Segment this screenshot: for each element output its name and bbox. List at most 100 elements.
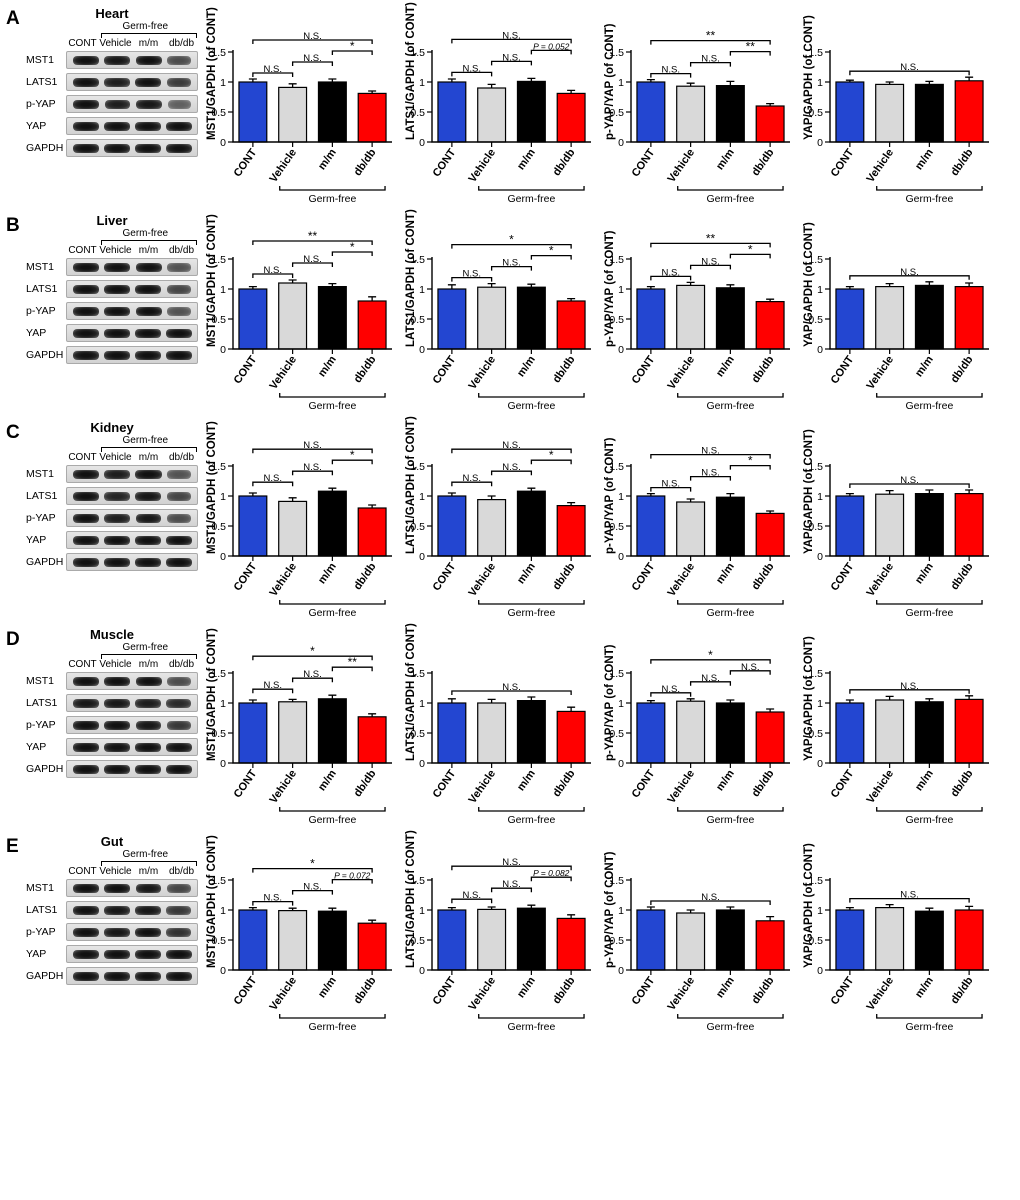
y-axis-label: p-YAP/YAP (of CONT) <box>604 437 616 554</box>
ytick-label: 1 <box>618 905 624 917</box>
y-axis-label: LATS1/GAPDH (of CONT) <box>405 623 417 761</box>
xtick-label: CONT <box>630 354 658 387</box>
blot-col: Vehicle <box>99 38 132 50</box>
sig-label: * <box>509 233 514 247</box>
band <box>166 122 192 131</box>
sig-label: N.S. <box>502 682 520 693</box>
bar <box>836 289 864 349</box>
xtick-label: m/m <box>316 354 339 380</box>
band <box>166 558 192 567</box>
band <box>136 307 162 316</box>
sig-label: ** <box>706 231 716 245</box>
ytick-label: 1 <box>817 905 823 917</box>
band <box>166 950 192 959</box>
xtick-label: db/db <box>750 561 777 593</box>
band <box>73 677 99 686</box>
blot-header: CONTVehiclem/mdb/db <box>26 659 198 671</box>
xtick-label: db/db <box>750 147 777 179</box>
ytick-label: 0 <box>220 344 226 356</box>
band <box>167 884 191 893</box>
xtick-label: CONT <box>829 975 857 1008</box>
y-axis-label: LATS1/GAPDH (of CONT) <box>405 209 417 347</box>
band <box>104 928 130 937</box>
bar <box>915 84 943 142</box>
ytick-label: 1 <box>220 491 226 503</box>
bar <box>279 501 307 556</box>
ytick-label: 1 <box>618 491 624 503</box>
blot-block: MuscleGerm-freeCONTVehiclem/mdb/dbMST1LA… <box>26 627 198 781</box>
band <box>167 307 191 316</box>
germfree-under-label: Germ-free <box>507 400 555 411</box>
xtick-label: m/m <box>515 561 538 587</box>
germfree-under-label: Germ-free <box>507 193 555 204</box>
band <box>105 100 131 109</box>
germfree-bracket: Germ-free <box>26 644 198 658</box>
y-axis-label: YAP/GAPDH (of CONT) <box>803 429 815 554</box>
xtick-label: db/db <box>551 147 578 179</box>
ytick-label: 1 <box>817 491 823 503</box>
figure-root: AHeartGerm-freeCONTVehiclem/mdb/dbMST1LA… <box>0 0 1020 1047</box>
bar-chart: YAP/GAPDH (of CONT)00.511.5CONTVehiclem/… <box>800 627 995 825</box>
band <box>136 56 162 65</box>
blot-row: LATS1 <box>26 72 198 92</box>
band <box>104 351 130 360</box>
protein-label: LATS1 <box>26 697 66 709</box>
ytick-label: 0 <box>817 137 823 149</box>
band <box>104 536 130 545</box>
band <box>104 122 130 131</box>
bar <box>517 701 545 763</box>
xtick-label: CONT <box>431 147 459 180</box>
bar <box>478 909 506 970</box>
sig-label: N.S. <box>264 893 282 904</box>
bar <box>318 82 346 142</box>
band <box>104 677 130 686</box>
xtick-label: db/db <box>750 975 777 1007</box>
blot-col: CONT <box>66 38 99 50</box>
germfree-bracket: Germ-free <box>26 851 198 865</box>
bar <box>716 703 744 763</box>
y-axis-label: YAP/GAPDH (of CONT) <box>803 222 815 347</box>
bar <box>955 699 983 763</box>
germfree-label: Germ-free <box>123 642 169 653</box>
xtick-label: m/m <box>913 354 936 380</box>
error-bar <box>448 699 456 703</box>
ytick-label: 1 <box>220 77 226 89</box>
blot-row: LATS1 <box>26 486 198 506</box>
band <box>135 906 161 915</box>
blot-row: YAP <box>26 116 198 136</box>
ytick-label: 0 <box>220 758 226 770</box>
y-axis-label: MST1/GAPDH (of CONT) <box>206 835 218 968</box>
xtick-label: CONT <box>630 975 658 1008</box>
tissue-title: Muscle <box>26 627 198 642</box>
ytick-label: 0 <box>817 758 823 770</box>
blot-block: LiverGerm-freeCONTVehiclem/mdb/dbMST1LAT… <box>26 213 198 367</box>
tissue-row: BLiverGerm-freeCONTVehiclem/mdb/dbMST1LA… <box>6 213 1014 411</box>
blot-col: m/m <box>132 245 165 257</box>
sig-label: * <box>350 39 355 53</box>
bar <box>756 302 784 349</box>
germfree-under-label: Germ-free <box>706 193 754 204</box>
bar <box>876 494 904 556</box>
bar <box>836 82 864 142</box>
band <box>135 492 161 501</box>
sig-label: * <box>310 644 315 658</box>
band <box>135 329 161 338</box>
ytick-label: 1 <box>419 905 425 917</box>
germfree-under-label: Germ-free <box>308 814 356 825</box>
germfree-under-label: Germ-free <box>905 1021 953 1032</box>
xtick-label: db/db <box>352 354 379 386</box>
bar-chart: LATS1/GAPDH (of CONT)00.511.5CONTVehicle… <box>402 6 597 204</box>
xtick-label: Vehicle <box>467 561 499 599</box>
protein-label: GAPDH <box>26 142 66 154</box>
blot-row: LATS1 <box>26 900 198 920</box>
band <box>135 351 161 360</box>
sig-label: N.S. <box>701 892 719 903</box>
blot-row: YAP <box>26 737 198 757</box>
xtick-label: db/db <box>551 975 578 1007</box>
bar <box>318 491 346 556</box>
bar <box>836 703 864 763</box>
xtick-label: m/m <box>714 354 737 380</box>
band <box>136 677 162 686</box>
lane-box <box>66 901 198 919</box>
germfree-under-label: Germ-free <box>706 1021 754 1032</box>
